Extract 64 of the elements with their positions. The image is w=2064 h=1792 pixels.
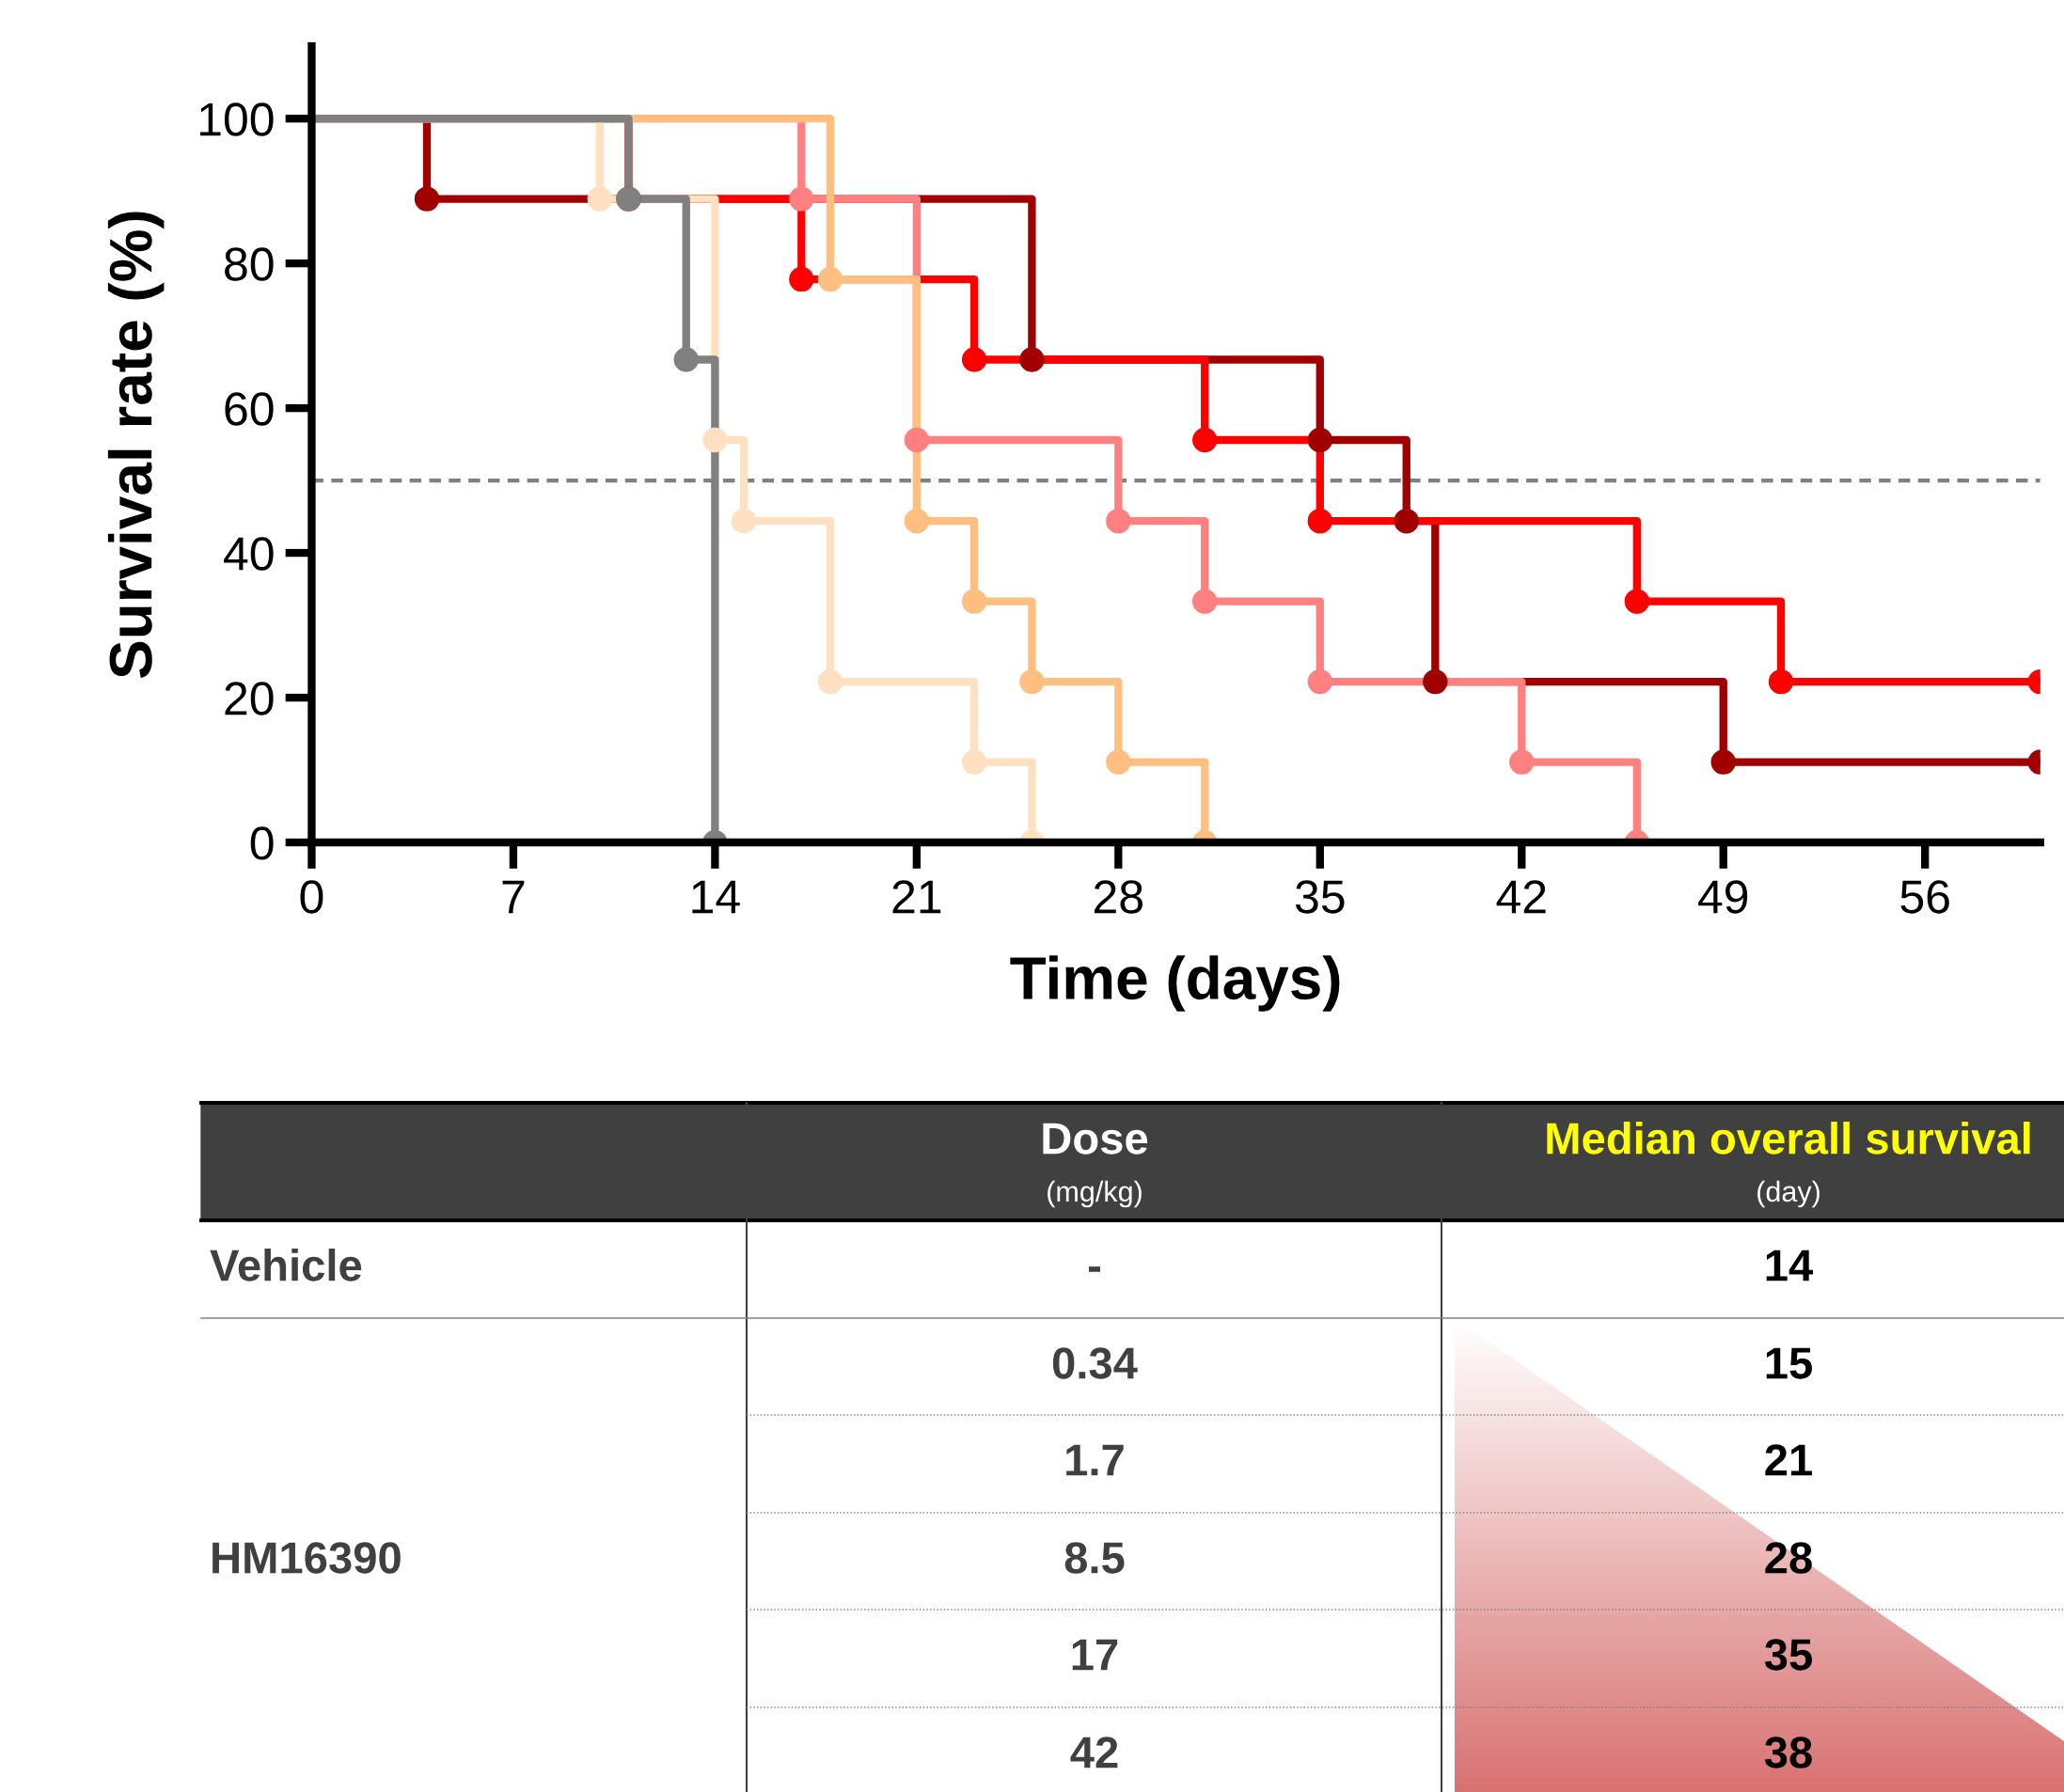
point	[789, 186, 814, 212]
point	[904, 427, 930, 453]
point	[1710, 749, 1736, 775]
point	[817, 266, 843, 292]
point	[1768, 668, 1794, 695]
text: 28	[1765, 1542, 1812, 1574]
y-tick-label: 20	[225, 682, 274, 715]
x-tick-label: 28	[1095, 880, 1142, 914]
x-axis-title: Time (days)	[1010, 955, 1340, 1012]
x-tick-label: 14	[692, 880, 740, 914]
x-tick-label: 49	[1698, 880, 1748, 914]
text: (day)	[1757, 1180, 1820, 1208]
text: 0.34	[1052, 1347, 1138, 1379]
x-tick-label: 21	[892, 880, 941, 914]
point	[789, 266, 814, 292]
text: 15	[1766, 1347, 1812, 1379]
point	[414, 186, 440, 212]
point	[1307, 509, 1332, 534]
y-tick-label: 60	[225, 392, 274, 426]
text: (mg/kg)	[1048, 1180, 1142, 1208]
text: 35	[1764, 1639, 1812, 1671]
x-tick-label: 0	[300, 880, 323, 914]
point	[1019, 668, 1045, 695]
point	[1106, 749, 1131, 775]
point	[1192, 427, 1218, 453]
text: 21	[1765, 1444, 1812, 1476]
y-tick-label: 0	[250, 826, 274, 860]
text: Median overall survival	[1547, 1121, 2030, 1155]
x-tick-label: 56	[1900, 880, 1949, 914]
point	[1423, 668, 1448, 695]
text: 8.5	[1064, 1542, 1125, 1574]
point	[1307, 427, 1332, 453]
text: 38	[1764, 1737, 1812, 1768]
x-tick-label: 7	[502, 880, 525, 914]
y-tick-label: 40	[224, 537, 274, 571]
point	[817, 668, 843, 695]
point	[1624, 589, 1650, 614]
point	[1106, 509, 1131, 534]
point	[961, 749, 987, 775]
y-tick-label: 100	[199, 102, 274, 136]
point	[587, 186, 613, 212]
y-tick-label: 80	[225, 247, 274, 281]
text: 42	[1070, 1737, 1118, 1768]
point	[904, 509, 930, 534]
x-tick-label: 35	[1295, 880, 1345, 914]
text: 14	[1766, 1250, 1814, 1281]
point	[1192, 589, 1218, 614]
y-axis-title: Survival rate (%)	[107, 212, 165, 679]
point	[1307, 668, 1332, 695]
point	[961, 589, 987, 614]
text: -	[1088, 1266, 1100, 1272]
x-tick-label: 42	[1496, 880, 1546, 914]
text: 17	[1072, 1639, 1118, 1671]
text: Dose	[1043, 1123, 1148, 1155]
text: Vehicle	[210, 1248, 362, 1281]
point	[702, 427, 728, 453]
text: 1.7	[1066, 1444, 1124, 1476]
point	[961, 347, 987, 372]
point	[1509, 749, 1535, 775]
point	[1019, 347, 1045, 372]
point	[673, 347, 699, 372]
point	[731, 509, 757, 534]
point	[1394, 509, 1419, 534]
text: HM16390	[213, 1542, 401, 1574]
